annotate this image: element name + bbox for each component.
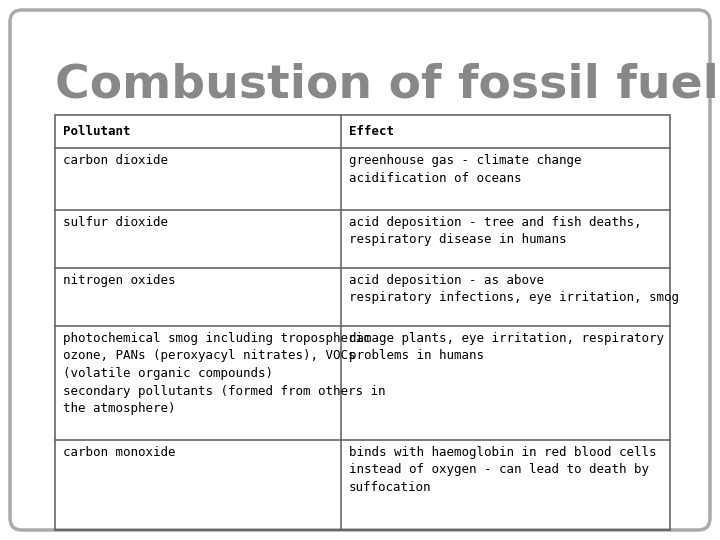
Text: acid deposition - as above
respiratory infections, eye irritation, smog: acid deposition - as above respiratory i… [349, 274, 679, 305]
Text: sulfur dioxide: sulfur dioxide [63, 216, 168, 229]
Text: Effect: Effect [349, 125, 394, 138]
Text: Pollutant: Pollutant [63, 125, 130, 138]
Text: acid deposition - tree and fish deaths,
respiratory disease in humans: acid deposition - tree and fish deaths, … [349, 216, 642, 246]
Bar [55, 115, 670, 530]
Text: photochemical smog including tropospheric
ozone, PANs (peroxyacyl nitrates), VOC: photochemical smog including tropospheri… [63, 332, 385, 415]
Text: Combustion of fossil fuels: Combustion of fossil fuels [55, 63, 720, 107]
Text: binds with haemoglobin in red blood cells
instead of oxygen - can lead to death : binds with haemoglobin in red blood cell… [349, 446, 657, 494]
Text: greenhouse gas - climate change
acidification of oceans: greenhouse gas - climate change acidific… [349, 154, 582, 185]
Text: carbon dioxide: carbon dioxide [63, 154, 168, 167]
FancyBboxPatch shape [10, 10, 710, 530]
Text: damage plants, eye irritation, respiratory
problems in humans: damage plants, eye irritation, respirato… [349, 332, 664, 362]
Text: carbon monoxide: carbon monoxide [63, 446, 176, 459]
Text: nitrogen oxides: nitrogen oxides [63, 274, 176, 287]
